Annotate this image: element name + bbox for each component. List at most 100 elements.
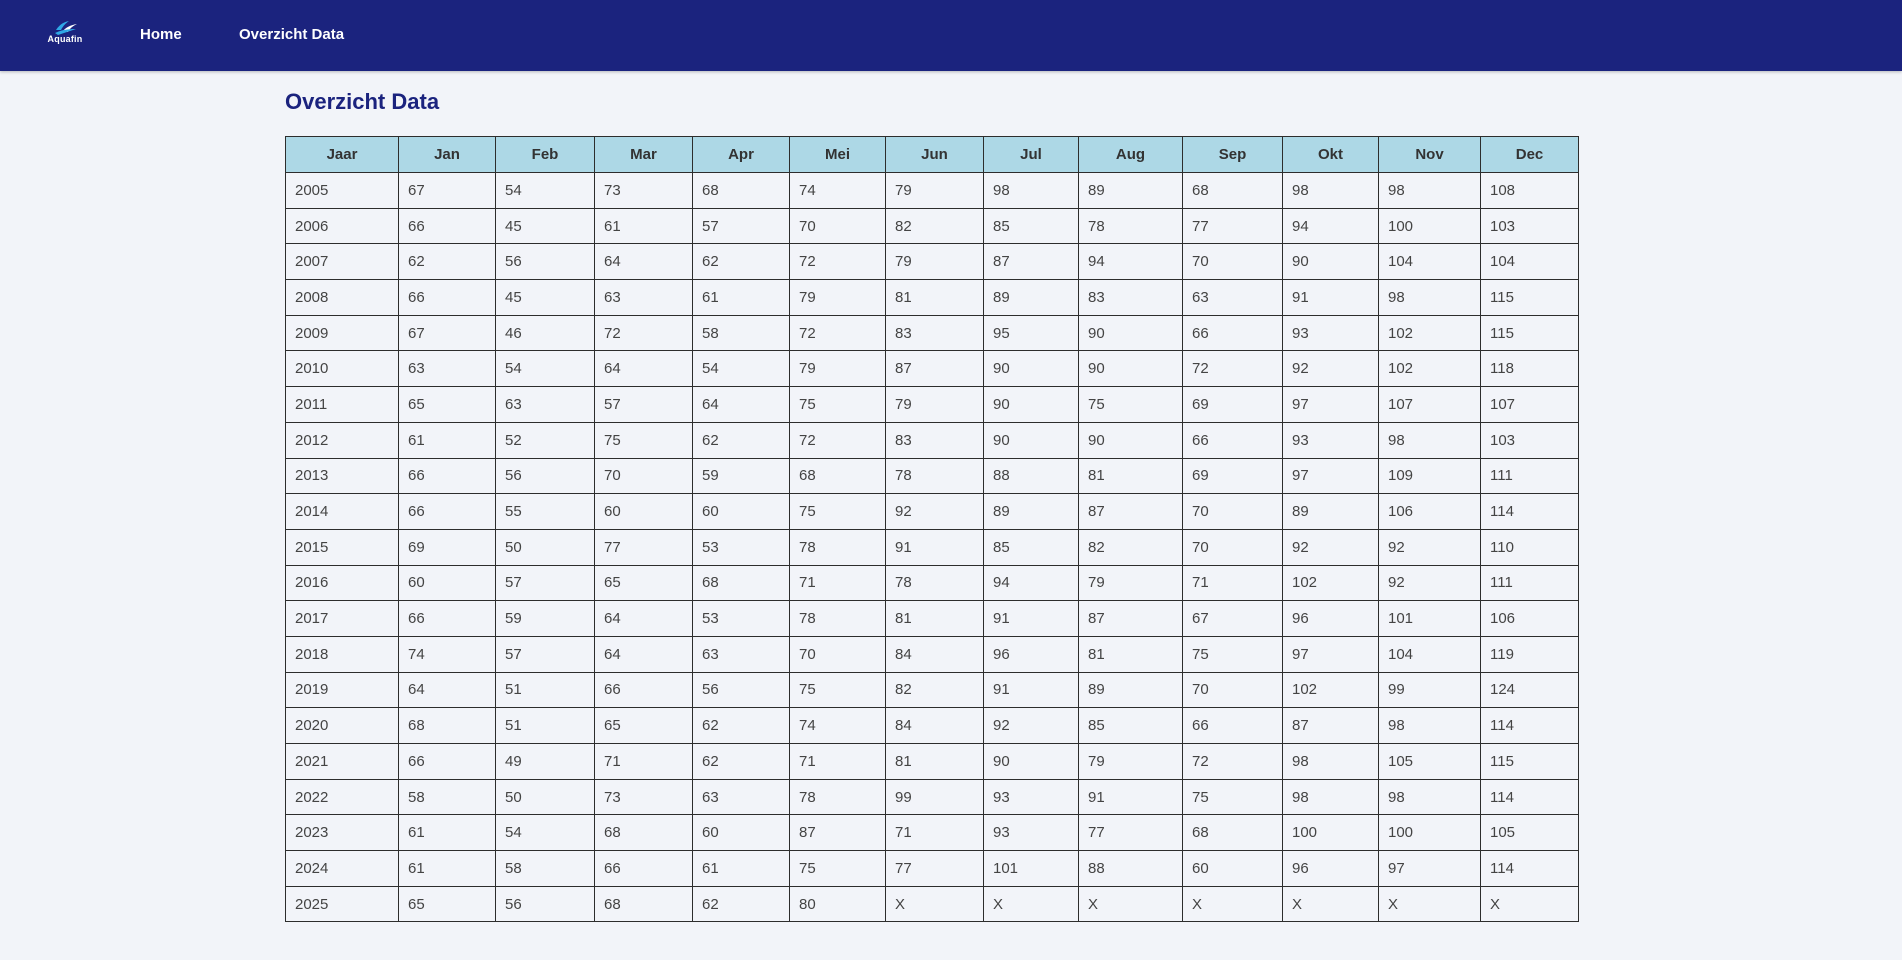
value-cell: 65 xyxy=(594,564,693,602)
value-cell: 75 xyxy=(1078,386,1183,423)
value-cell: 75 xyxy=(1182,635,1283,673)
year-cell: 2012 xyxy=(285,421,399,459)
nav-link-overzicht-data[interactable]: Overzicht Data xyxy=(239,26,345,43)
value-cell: 104 xyxy=(1480,243,1579,281)
wave-logo-icon xyxy=(55,21,77,35)
value-cell: 91 xyxy=(885,528,984,566)
value-cell: 91 xyxy=(1078,778,1183,816)
year-cell: 2020 xyxy=(285,707,399,744)
value-cell: 61 xyxy=(398,421,496,459)
value-cell: 54 xyxy=(692,350,790,388)
value-cell: X xyxy=(1282,885,1379,923)
value-cell: 99 xyxy=(1378,671,1481,709)
value-cell: 82 xyxy=(1078,528,1183,566)
value-cell: 60 xyxy=(594,493,693,530)
nav-link-home[interactable]: Home xyxy=(140,26,182,43)
value-cell: 92 xyxy=(1282,528,1379,566)
value-cell: 89 xyxy=(1078,172,1183,209)
value-cell: 69 xyxy=(398,528,496,566)
value-cell: 85 xyxy=(983,528,1079,566)
value-cell: 71 xyxy=(594,743,693,780)
value-cell: 79 xyxy=(885,172,984,209)
value-cell: 79 xyxy=(885,243,984,281)
value-cell: 62 xyxy=(692,421,790,459)
value-cell: 63 xyxy=(692,635,790,673)
value-cell: 79 xyxy=(1078,564,1183,602)
value-cell: 83 xyxy=(885,421,984,459)
value-cell: 68 xyxy=(594,885,693,923)
table-row: 2009 67 46 72 58 72 83 95 90 66 93 102 115 xyxy=(285,314,1579,352)
value-cell: 61 xyxy=(594,207,693,245)
value-cell: 67 xyxy=(398,172,496,209)
value-cell: 87 xyxy=(983,243,1079,281)
column-header-sep: Sep xyxy=(1182,136,1283,173)
value-cell: 75 xyxy=(594,421,693,459)
table-row: 2023 61 54 68 60 87 71 93 77 68 100 100 105 xyxy=(285,814,1579,852)
value-cell: 103 xyxy=(1480,207,1579,245)
value-cell: 115 xyxy=(1480,743,1579,780)
value-cell: 87 xyxy=(1078,600,1183,637)
value-cell: 87 xyxy=(885,350,984,388)
value-cell: 62 xyxy=(692,243,790,281)
value-cell: 78 xyxy=(789,528,886,566)
value-cell: 87 xyxy=(789,814,886,852)
value-cell: 90 xyxy=(1078,421,1183,459)
value-cell: 68 xyxy=(1182,172,1283,209)
top-navigation-bar: Aquafin Home Overzicht Data xyxy=(0,0,1902,71)
value-cell: 61 xyxy=(398,814,496,852)
table-row: 2020 68 51 65 62 74 84 92 85 66 87 98 114 xyxy=(285,707,1579,744)
value-cell: 61 xyxy=(398,850,496,887)
value-cell: 88 xyxy=(1078,850,1183,887)
value-cell: 94 xyxy=(1078,243,1183,281)
value-cell: 107 xyxy=(1378,386,1481,423)
value-cell: 81 xyxy=(1078,635,1183,673)
value-cell: 111 xyxy=(1480,457,1579,495)
value-cell: 96 xyxy=(1282,600,1379,637)
value-cell: 72 xyxy=(1182,350,1283,388)
value-cell: 62 xyxy=(692,885,790,923)
value-cell: 60 xyxy=(398,564,496,602)
value-cell: 72 xyxy=(789,243,886,281)
data-table: Jaar Jan Feb Mar Apr Mei Jun Jul Aug Sep Okt Nov Dec… xyxy=(285,136,1579,923)
column-header-jan: Jan xyxy=(398,136,496,173)
value-cell: 98 xyxy=(1282,172,1379,209)
value-cell: 97 xyxy=(1378,850,1481,887)
value-cell: 63 xyxy=(1182,279,1283,316)
value-cell: 68 xyxy=(789,457,886,495)
year-cell: 2019 xyxy=(285,671,399,709)
value-cell: 63 xyxy=(495,386,595,423)
column-header-feb: Feb xyxy=(495,136,595,173)
value-cell: 54 xyxy=(495,172,595,209)
table-row: 2010 63 54 64 54 79 87 90 90 72 92 102 118 xyxy=(285,350,1579,388)
value-cell: 88 xyxy=(983,457,1079,495)
value-cell: 83 xyxy=(885,314,984,352)
table-row: 2007 62 56 64 62 72 79 87 94 70 90 104 104 xyxy=(285,243,1579,281)
value-cell: 72 xyxy=(789,314,886,352)
value-cell: 81 xyxy=(885,279,984,316)
value-cell: 51 xyxy=(495,707,595,744)
value-cell: 63 xyxy=(692,778,790,816)
aquafin-logo[interactable]: Aquafin xyxy=(44,16,86,48)
value-cell: X xyxy=(983,885,1079,923)
year-cell: 2005 xyxy=(285,172,399,209)
value-cell: 97 xyxy=(1282,635,1379,673)
value-cell: 92 xyxy=(885,493,984,530)
value-cell: 68 xyxy=(692,564,790,602)
value-cell: 98 xyxy=(983,172,1079,209)
year-cell: 2008 xyxy=(285,279,399,316)
value-cell: 66 xyxy=(398,493,496,530)
value-cell: 102 xyxy=(1282,671,1379,709)
value-cell: 64 xyxy=(692,386,790,423)
value-cell: 90 xyxy=(1078,314,1183,352)
value-cell: 119 xyxy=(1480,635,1579,673)
value-cell: 92 xyxy=(1378,528,1481,566)
value-cell: 81 xyxy=(885,600,984,637)
value-cell: 56 xyxy=(495,243,595,281)
table-row: 2006 66 45 61 57 70 82 85 78 77 94 100 103 xyxy=(285,207,1579,245)
value-cell: 66 xyxy=(1182,421,1283,459)
value-cell: 78 xyxy=(789,600,886,637)
value-cell: 57 xyxy=(594,386,693,423)
value-cell: 70 xyxy=(789,635,886,673)
value-cell: 93 xyxy=(983,778,1079,816)
table-row: 2011 65 63 57 64 75 79 90 75 69 97 107 107 xyxy=(285,386,1579,423)
